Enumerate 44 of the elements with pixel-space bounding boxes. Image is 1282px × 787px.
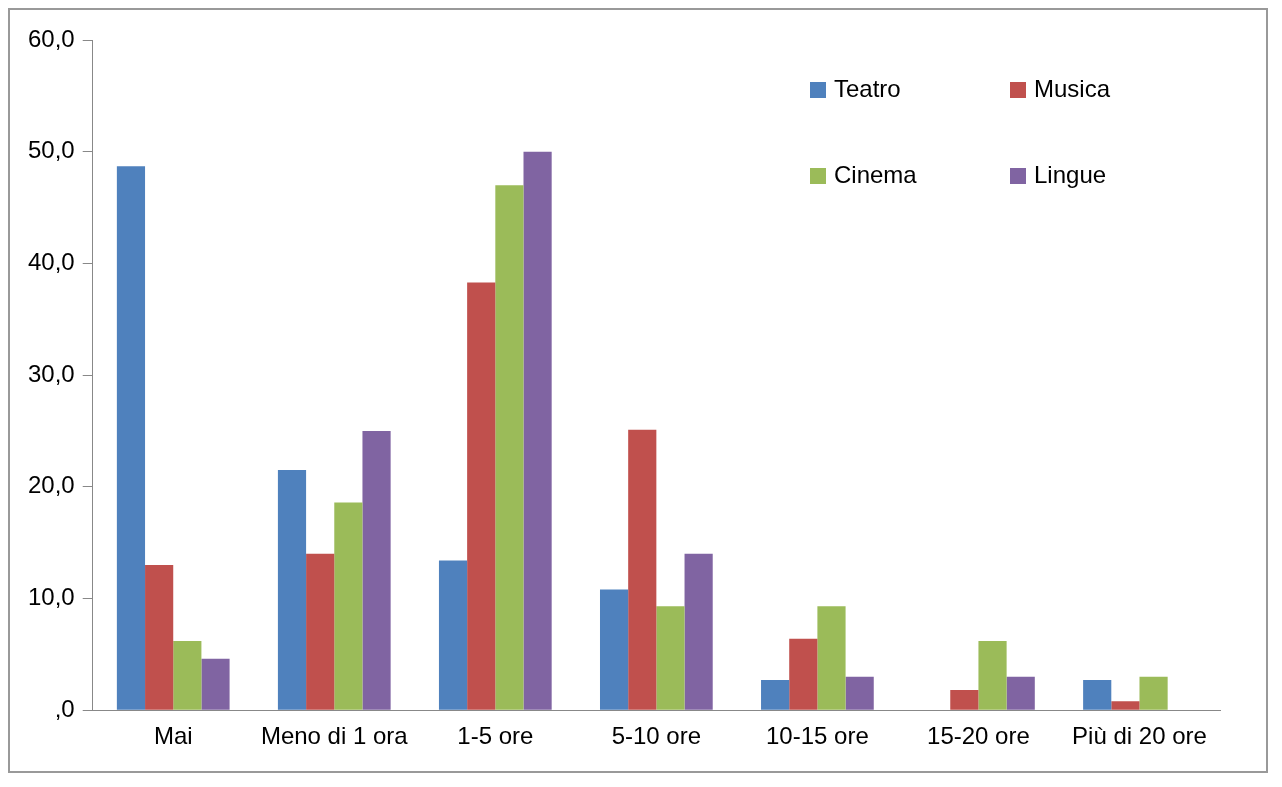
y-tick-label: 40,0 xyxy=(27,248,75,276)
y-tick-label: 10,0 xyxy=(27,583,75,611)
bar xyxy=(438,560,468,710)
bar xyxy=(1006,676,1035,710)
bar xyxy=(277,470,307,710)
bar xyxy=(523,151,552,710)
legend-label: Musica xyxy=(1034,74,1111,102)
y-tick-label: 60,0 xyxy=(27,24,75,52)
y-tick-label: 50,0 xyxy=(27,136,75,164)
bar xyxy=(628,429,657,710)
x-tick-label: 5-10 ore xyxy=(611,722,702,750)
x-tick-label: Meno di 1 ora xyxy=(260,722,409,750)
bar xyxy=(978,640,1007,710)
bar xyxy=(1111,701,1140,710)
x-tick-label: Mai xyxy=(153,722,193,750)
bar xyxy=(116,166,146,710)
x-tick-label: 10-15 ore xyxy=(766,722,869,750)
bar xyxy=(201,658,230,710)
legend-label: Cinema xyxy=(834,160,918,188)
bar xyxy=(817,606,846,710)
bar xyxy=(173,640,202,710)
bar xyxy=(495,185,524,710)
bar xyxy=(467,282,496,710)
bar xyxy=(789,638,818,710)
bar xyxy=(656,606,685,710)
y-tick-label: 30,0 xyxy=(27,359,75,387)
y-tick-label: ,0 xyxy=(54,694,75,722)
legend-label: Lingue xyxy=(1034,160,1107,188)
bar xyxy=(362,430,391,710)
y-tick-label: 20,0 xyxy=(27,471,75,499)
x-tick-label: 15-20 ore xyxy=(927,722,1030,750)
bar xyxy=(950,690,979,710)
bar xyxy=(306,553,335,710)
bar xyxy=(1083,680,1112,710)
bar xyxy=(145,564,174,710)
legend-label: Teatro xyxy=(834,74,901,102)
bar xyxy=(761,680,790,710)
bar xyxy=(1139,676,1168,710)
bar xyxy=(684,553,713,710)
x-tick-label: 1-5 ore xyxy=(457,722,534,750)
x-tick-label: Più di 20 ore xyxy=(1072,722,1207,750)
bar xyxy=(845,676,874,710)
bar xyxy=(599,589,629,710)
bar xyxy=(334,502,363,710)
